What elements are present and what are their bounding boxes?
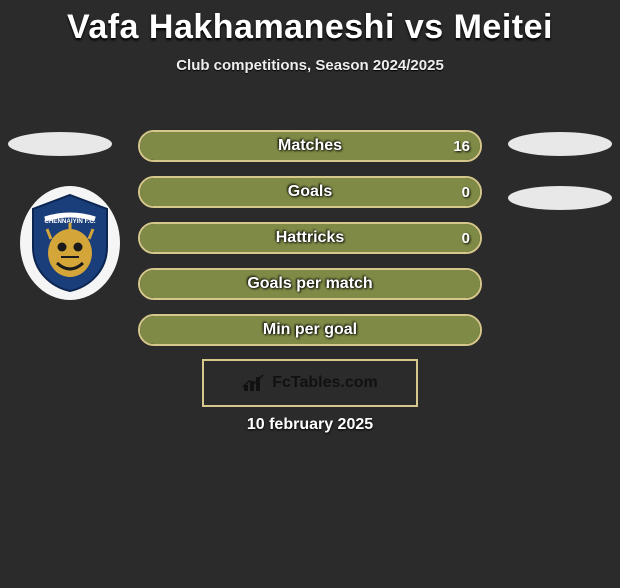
player-right-club-placeholder bbox=[508, 186, 612, 210]
stat-bar-value: 0 bbox=[462, 178, 470, 206]
stat-bar-goals-per-match: Goals per match bbox=[138, 268, 482, 300]
stat-bar-goals: Goals0 bbox=[138, 176, 482, 208]
page-title: Vafa Hakhamaneshi vs Meitei bbox=[0, 8, 620, 47]
stat-bar-matches: Matches16 bbox=[138, 130, 482, 162]
page-subtitle: Club competitions, Season 2024/2025 bbox=[0, 57, 620, 74]
stat-bar-label: Goals per match bbox=[140, 270, 480, 298]
player-left-image-placeholder bbox=[8, 132, 112, 156]
fctables-label: FcTables.com bbox=[272, 374, 378, 392]
stat-bar-label: Goals bbox=[140, 178, 480, 206]
stat-bar-min-per-goal: Min per goal bbox=[138, 314, 482, 346]
snapshot-date: 10 february 2025 bbox=[0, 416, 620, 434]
stat-bar-label: Matches bbox=[140, 132, 480, 160]
stat-bar-hattricks: Hattricks0 bbox=[138, 222, 482, 254]
player-right-image-placeholder bbox=[508, 132, 612, 156]
stat-bars: Matches16Goals0Hattricks0Goals per match… bbox=[138, 130, 482, 360]
stat-bar-value: 0 bbox=[462, 224, 470, 252]
fctables-link[interactable]: FcTables.com bbox=[202, 359, 418, 407]
stat-bar-label: Hattricks bbox=[140, 224, 480, 252]
chennaiyin-fc-logo: CHENNAIYIN F.C. bbox=[20, 186, 120, 300]
stat-bar-value: 16 bbox=[453, 132, 470, 160]
stat-bar-label: Min per goal bbox=[140, 316, 480, 344]
bar-chart-icon bbox=[242, 373, 266, 393]
